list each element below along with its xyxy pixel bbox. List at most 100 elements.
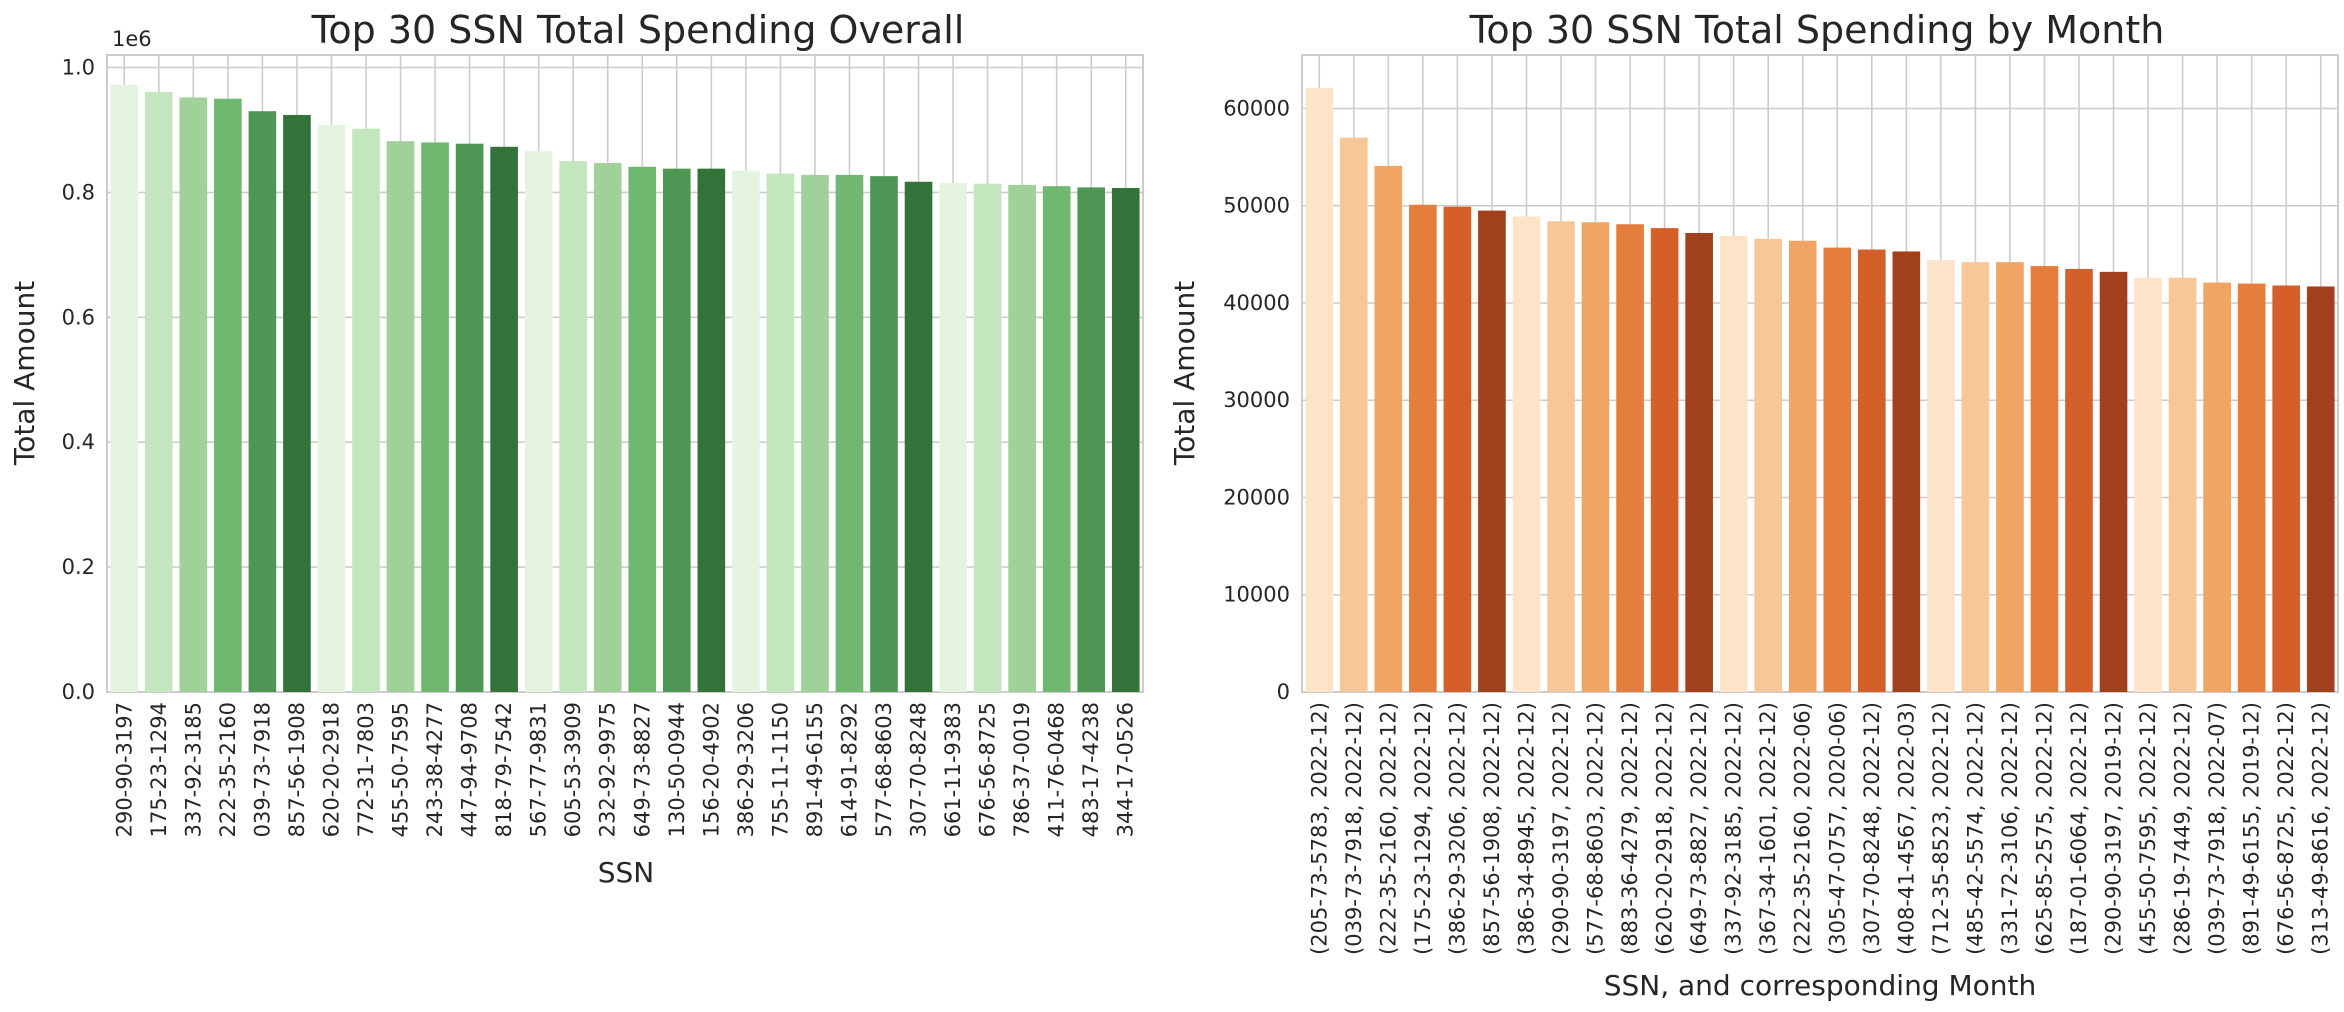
x-tick-label: 175-23-1294 (147, 702, 171, 837)
y-tick-label: 0 (1277, 680, 1290, 704)
x-tick-label: 232-92-9975 (596, 702, 620, 837)
x-tick-label: 290-90-3197 (112, 702, 136, 837)
x-tick-label: (577-68-8603, 2022-12) (1584, 702, 1608, 955)
x-tick-label: (290-90-3197, 2022-12) (1549, 702, 1573, 955)
bar (2306, 286, 2335, 692)
x-tick-label: (386-34-8945, 2022-12) (1514, 702, 1538, 955)
y-tick-label: 30000 (1223, 388, 1290, 412)
bar (179, 97, 208, 692)
y-tick-label: 0.4 (62, 430, 95, 454)
bar (662, 168, 691, 693)
x-tick-label: (205-73-5783, 2022-12) (1307, 702, 1331, 955)
plot-area (1301, 54, 2339, 693)
x-tick-label: (187-01-6064, 2022-12) (2067, 702, 2091, 955)
x-axis-label: SSN, and corresponding Month (1604, 969, 2037, 1002)
x-tick-label: 772-31-7803 (354, 702, 378, 837)
x-axis-ticks: (205-73-5783, 2022-12) (039-73-7918, 2022… (1307, 702, 2332, 955)
bar (1409, 204, 1437, 692)
x-tick-label: 411-76-0468 (1045, 702, 1069, 837)
x-tick-label: (649-73-8827, 2022-12) (1687, 702, 1711, 955)
bar (904, 181, 933, 692)
y-tick-label: 0.2 (62, 555, 95, 579)
x-tick-label: 891-49-6155 (803, 702, 827, 837)
bar (1823, 247, 1852, 692)
x-tick-label: (367-34-1601, 2022-12) (1756, 702, 1780, 955)
x-tick-label: (039-73-7918, 2022-12) (1342, 702, 1366, 955)
bar (1077, 187, 1106, 693)
x-tick-label: 222-35-2160 (216, 702, 240, 837)
bar (870, 176, 898, 692)
bar (1754, 238, 1783, 693)
bar (1374, 165, 1403, 692)
x-tick-label: 676-56-8725 (976, 702, 1000, 837)
bar (352, 128, 380, 693)
x-tick-label: 447-94-9708 (458, 702, 482, 837)
bar (1892, 251, 1921, 692)
bar (1719, 235, 1748, 692)
bar (283, 114, 311, 692)
x-tick-label: (337-92-3185, 2022-12) (1722, 702, 1746, 955)
x-tick-label: (313-49-8616, 2022-12) (2309, 702, 2333, 955)
y-tick-label: 1.0 (62, 55, 95, 79)
bar (766, 173, 795, 692)
x-tick-label: (222-35-2160, 2022-12) (1376, 702, 1400, 955)
x-tick-label: 567-77-9831 (527, 702, 551, 837)
bar (1443, 206, 1472, 692)
bar (1111, 188, 1140, 693)
y-scale-label: 1e6 (112, 27, 152, 51)
x-tick-label: 386-29-3206 (734, 702, 758, 837)
bars (110, 84, 1140, 693)
x-tick-label: 156-20-4902 (699, 702, 723, 837)
bar (2168, 277, 2197, 692)
x-tick-label: 344-17-0526 (1114, 702, 1138, 837)
x-tick-label: 614-91-8292 (837, 702, 861, 837)
bar (386, 141, 415, 692)
x-tick-label: (485-42-5574, 2022-12) (1963, 702, 1987, 955)
bar (1996, 262, 2024, 692)
bar (1339, 137, 1368, 692)
bar (1927, 260, 1955, 692)
bar (559, 161, 588, 692)
x-tick-label: 039-73-7918 (250, 702, 274, 837)
x-tick-label: (455-50-7595, 2022-12) (2136, 702, 2160, 955)
bar (1616, 224, 1644, 692)
bar (1008, 184, 1036, 692)
bar (110, 84, 139, 693)
bar (1512, 216, 1541, 692)
y-axis-label: Total Amount (8, 281, 41, 466)
bar (1788, 240, 1817, 692)
bar (2134, 277, 2162, 692)
bar (1042, 186, 1071, 692)
overall-spending-chart: Top 30 SSN Total Spending Overall 0.0 0.2… (8, 8, 1144, 889)
x-tick-label: (039-73-7918, 2022-07) (2205, 702, 2229, 955)
x-tick-label: (625-85-2575, 2022-12) (2032, 702, 2056, 955)
bar (421, 142, 449, 692)
x-tick-label: (620-20-2918, 2022-12) (1653, 702, 1677, 955)
y-tick-label: 10000 (1223, 583, 1290, 607)
x-tick-label: (676-56-8725, 2022-12) (2274, 702, 2298, 955)
x-tick-label: (222-35-2160, 2022-06) (1791, 702, 1815, 955)
x-tick-label: (408-41-4567, 2022-03) (1894, 702, 1918, 955)
bar (939, 183, 967, 692)
x-tick-label: 755-11-1150 (768, 702, 792, 837)
x-tick-label: 661-11-9383 (941, 702, 965, 837)
x-tick-label: (331-72-3106, 2022-12) (1998, 702, 2022, 955)
x-axis-ticks: 290-90-3197 175-23-1294 337-92-3185 222-35-… (112, 702, 1137, 837)
x-tick-label: (305-47-0757, 2020-06) (1825, 702, 1849, 955)
y-tick-label: 0.0 (62, 680, 95, 704)
bar (2272, 285, 2301, 692)
x-tick-label: (175-23-1294, 2022-12) (1411, 702, 1435, 955)
bar (1478, 210, 1506, 692)
bar (144, 91, 173, 693)
x-tick-label: (286-19-7449, 2022-12) (2171, 702, 2195, 955)
bar (2203, 282, 2231, 692)
x-tick-label: 786-37-0019 (1010, 702, 1034, 837)
bar (214, 98, 242, 692)
bar (1650, 228, 1679, 692)
x-tick-label: (290-90-3197, 2019-12) (2102, 702, 2126, 955)
bar (490, 146, 518, 692)
y-tick-label: 60000 (1223, 96, 1290, 120)
plot-area (106, 54, 1144, 693)
y-axis-label: Total Amount (1168, 281, 1201, 466)
